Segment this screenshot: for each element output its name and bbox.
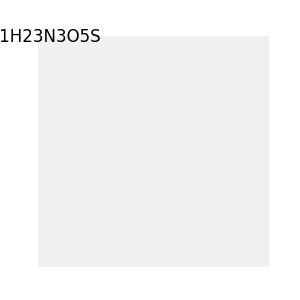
Text: C21H23N3O5S: C21H23N3O5S [0, 28, 101, 46]
